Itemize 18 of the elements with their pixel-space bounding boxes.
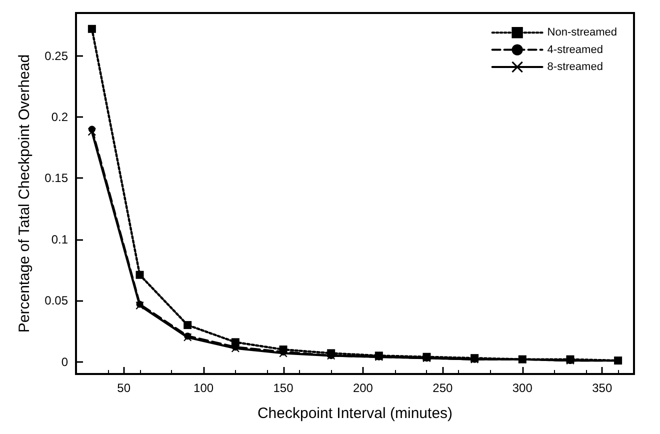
y-tick-label: 0 [61,354,68,369]
x-tick-label: 50 [117,381,131,395]
x-tick-label: 100 [194,381,214,395]
x-tick-label: 300 [512,381,533,395]
x-tick-label: 350 [592,381,612,395]
x-tick-label: 250 [432,381,454,395]
legend-label: 8-streamed [547,61,603,73]
y-tick-label: 0.1 [51,232,68,246]
x-tick-label: 150 [273,381,294,395]
y-tick-label: 0.2 [51,110,68,124]
legend-label: Non-streamed [547,26,618,39]
x-tick-label: 200 [352,381,374,395]
y-tick-label: 0.25 [44,48,68,63]
legend-label: 4-streamed [547,44,603,56]
y-tick-label: 0.05 [44,294,68,308]
y-axis-title: Percentage of Tatal Checkpoint Overhead [16,54,33,333]
y-tick-label: 0.15 [44,171,68,186]
x-axis-title: Checkpoint Interval (minutes) [257,405,453,422]
